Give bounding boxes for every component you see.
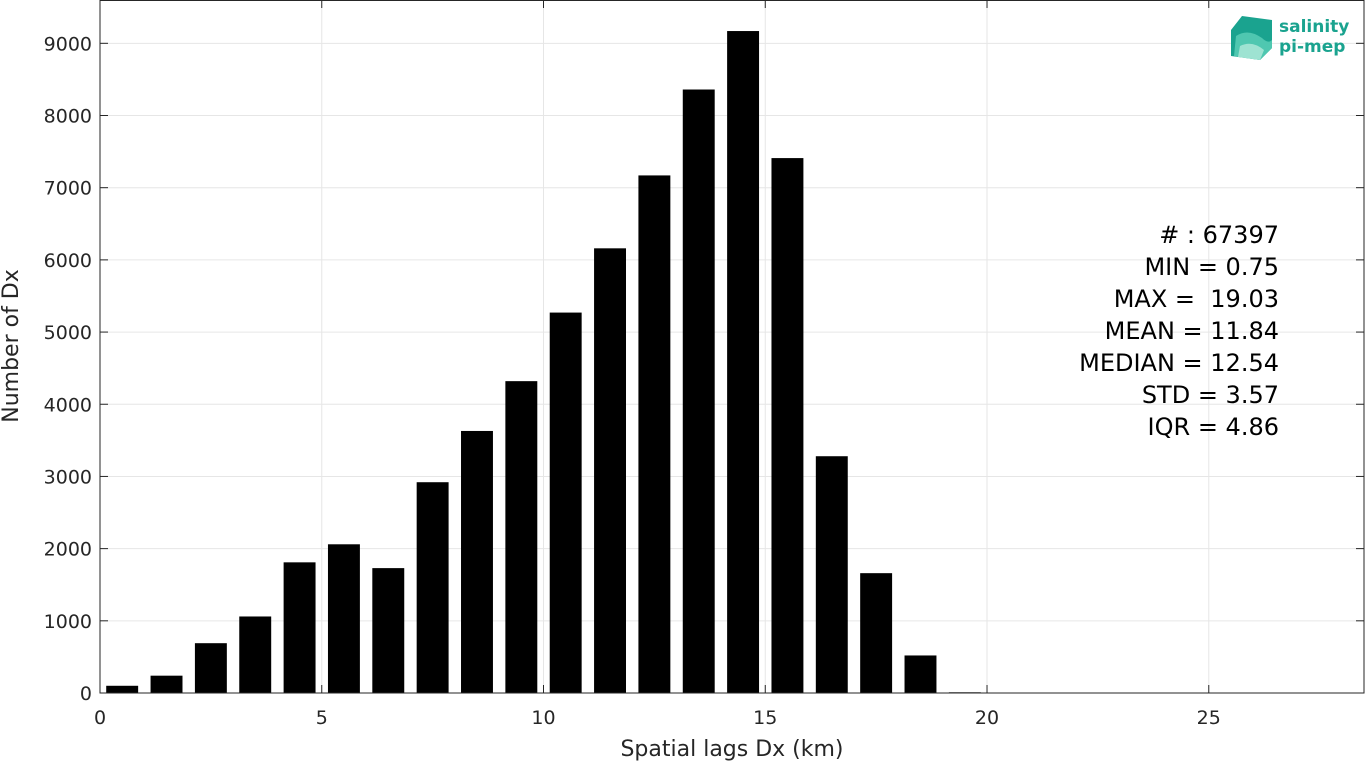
bar xyxy=(416,482,449,693)
bar xyxy=(372,568,405,693)
bar xyxy=(682,89,715,693)
y-tick-label: 9000 xyxy=(44,33,92,55)
bar xyxy=(771,158,804,693)
y-tick-label: 8000 xyxy=(44,106,92,128)
y-tick-label: 2000 xyxy=(44,539,92,561)
stat-line: MEAN = 11.84 xyxy=(1105,317,1279,345)
logo-line2: pi-mep xyxy=(1279,37,1345,57)
x-tick-label: 5 xyxy=(316,707,328,729)
stat-line: # : 67397 xyxy=(1159,221,1279,249)
x-tick-label: 25 xyxy=(1197,707,1221,729)
axes-box xyxy=(99,0,1365,694)
bar xyxy=(106,685,139,693)
bar xyxy=(594,248,627,693)
x-tick-label: 20 xyxy=(975,707,999,729)
bar xyxy=(727,31,760,693)
statistics-annotation: # : 67397 MIN = 0.75 MAX = 19.03 MEAN = 11.… xyxy=(1079,221,1279,441)
bar xyxy=(549,312,582,693)
stat-line: IQR = 4.86 xyxy=(1148,413,1279,441)
bar xyxy=(860,573,893,693)
bars xyxy=(106,31,981,694)
y-tick-label: 4000 xyxy=(44,394,92,416)
bar xyxy=(327,544,360,693)
y-axis-ticks: 0 1000 2000 3000 4000 5000 6000 7000 8000 9000 xyxy=(44,33,1364,705)
y-tick-label: 3000 xyxy=(44,466,92,488)
bar xyxy=(461,430,493,693)
bar xyxy=(283,562,316,693)
x-tick-label: 15 xyxy=(753,707,777,729)
logo-line1: salinity xyxy=(1279,17,1349,37)
y-axis-title: Number of Dx xyxy=(0,269,24,423)
x-axis-ticks: 0 5 10 15 20 25 xyxy=(94,0,1221,729)
x-tick-label: 10 xyxy=(531,707,555,729)
salinity-pi-mep-logo: salinity pi-mep xyxy=(1231,16,1349,60)
y-tick-label: 5000 xyxy=(44,322,92,344)
x-axis-title: Spatial lags Dx (km) xyxy=(620,737,843,762)
bar xyxy=(505,381,538,693)
bar xyxy=(638,175,671,693)
bar xyxy=(904,655,937,693)
y-tick-label: 6000 xyxy=(44,250,92,272)
x-tick-label: 0 xyxy=(94,707,106,729)
bar xyxy=(239,616,272,693)
bar xyxy=(150,675,183,693)
stat-line: STD = 3.57 xyxy=(1142,381,1279,409)
y-tick-label: 7000 xyxy=(44,178,92,200)
stat-line: MAX = 19.03 xyxy=(1114,285,1279,313)
bar xyxy=(194,643,227,693)
y-tick-label: 0 xyxy=(80,683,92,705)
stat-line: MEDIAN = 12.54 xyxy=(1079,349,1279,377)
logo-wave-icon xyxy=(1231,16,1272,60)
y-tick-label: 1000 xyxy=(44,611,92,633)
bar xyxy=(815,456,848,693)
stat-line: MIN = 0.75 xyxy=(1144,253,1279,281)
